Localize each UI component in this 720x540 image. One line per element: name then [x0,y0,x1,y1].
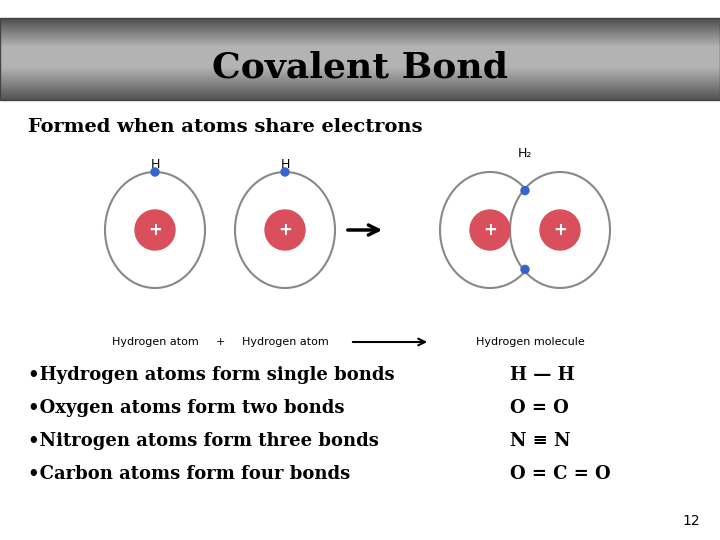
Text: H: H [280,159,289,172]
Circle shape [151,168,159,176]
Text: O = C = O: O = C = O [510,465,611,483]
Ellipse shape [510,172,610,288]
Text: •Carbon atoms form four bonds: •Carbon atoms form four bonds [28,465,350,483]
Text: +: + [278,221,292,239]
Text: O = O: O = O [510,399,569,417]
Circle shape [540,210,580,250]
Ellipse shape [105,172,205,288]
Bar [0,18,720,100]
Text: •Nitrogen atoms form three bonds: •Nitrogen atoms form three bonds [28,432,379,450]
Circle shape [521,186,529,194]
Text: H — H: H — H [510,366,575,384]
Text: +: + [148,221,162,239]
Text: Covalent Bond: Covalent Bond [212,51,508,85]
Circle shape [470,210,510,250]
Circle shape [265,210,305,250]
Text: N ≡ N: N ≡ N [510,432,571,450]
Text: +: + [553,221,567,239]
Ellipse shape [235,172,335,288]
Text: H: H [150,159,160,172]
Text: Hydrogen atom: Hydrogen atom [242,337,328,347]
Text: Hydrogen atom: Hydrogen atom [112,337,199,347]
Text: +: + [215,337,225,347]
Text: Formed when atoms share electrons: Formed when atoms share electrons [28,118,423,136]
Text: •Hydrogen atoms form single bonds: •Hydrogen atoms form single bonds [28,366,395,384]
Text: Hydrogen molecule: Hydrogen molecule [476,337,585,347]
Circle shape [521,266,529,273]
Text: •Oxygen atoms form two bonds: •Oxygen atoms form two bonds [28,399,344,417]
Ellipse shape [440,172,540,288]
Circle shape [135,210,175,250]
Text: H₂: H₂ [518,147,532,160]
Text: +: + [483,221,497,239]
Text: 12: 12 [683,514,700,528]
Circle shape [281,168,289,176]
